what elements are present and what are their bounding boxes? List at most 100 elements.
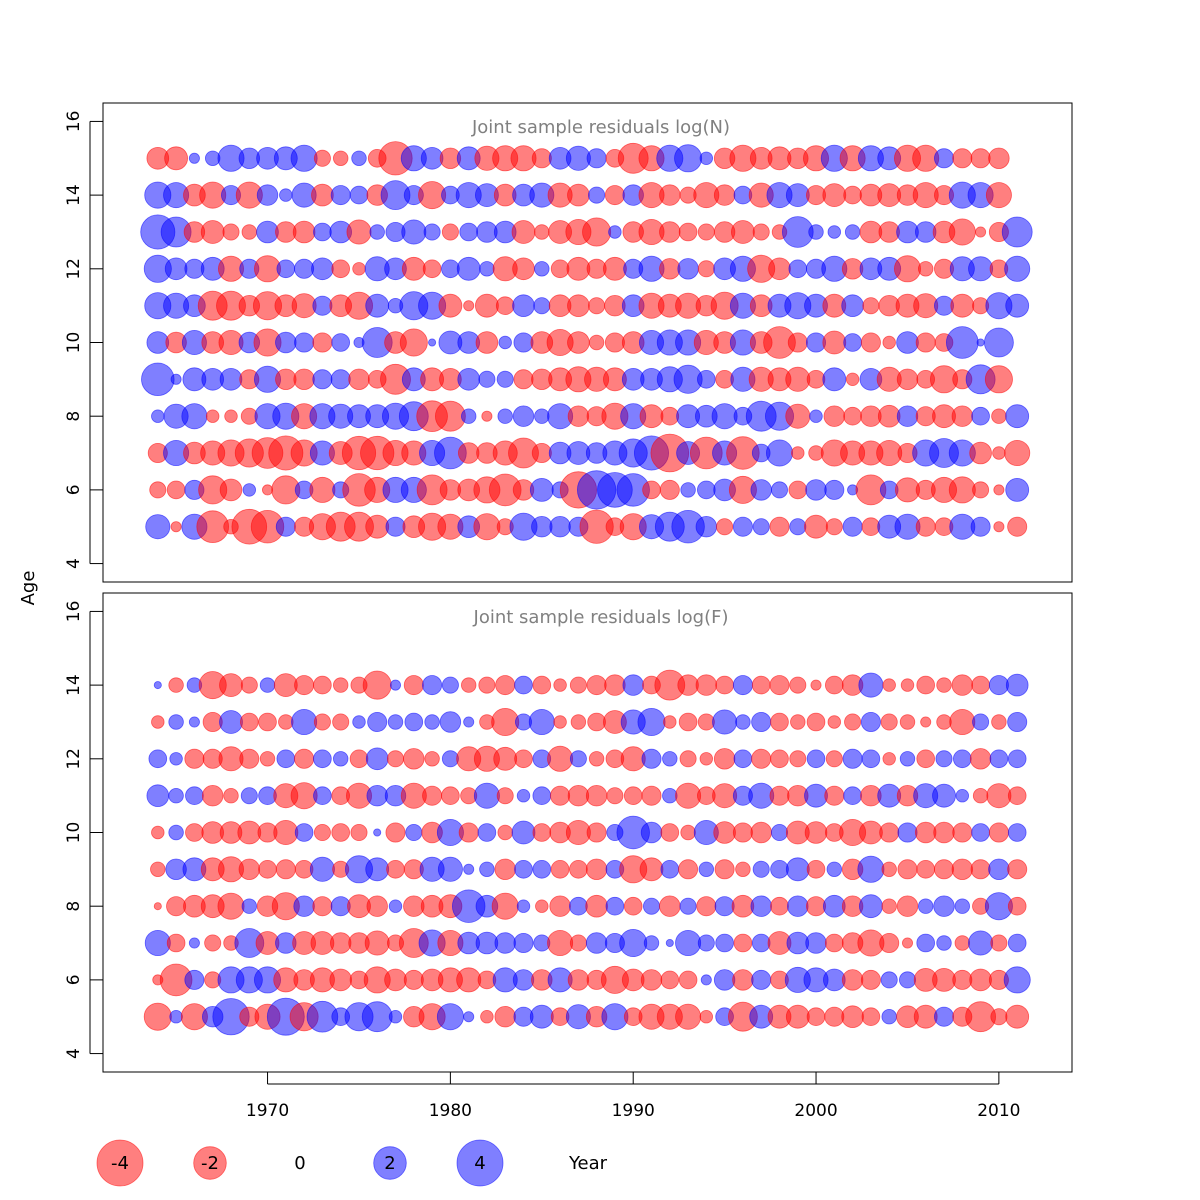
residual-bubble	[841, 294, 864, 318]
residual-bubble	[403, 675, 424, 696]
residual-bubble	[516, 899, 531, 913]
residual-bubble	[897, 859, 918, 880]
residual-bubble	[713, 748, 736, 770]
residual-bubble	[275, 516, 296, 537]
residual-bubble	[879, 822, 900, 843]
residual-bubble	[936, 714, 952, 730]
residual-bubble	[732, 822, 753, 843]
residual-bubble	[516, 789, 531, 803]
residual-bubble	[369, 224, 385, 240]
residual-bubble	[991, 408, 1007, 424]
residual-bubble	[969, 968, 992, 992]
residual-bubble	[478, 370, 496, 388]
residual-bubble	[387, 714, 404, 730]
residual-bubble	[659, 895, 681, 917]
residual-bubble	[623, 786, 643, 805]
residual-bubble	[352, 262, 366, 276]
residual-bubble	[1005, 293, 1030, 318]
x-axis-title: Year	[568, 1153, 608, 1174]
residual-bubble	[588, 751, 605, 767]
residual-bubble	[364, 930, 390, 956]
residual-bubble	[278, 714, 294, 730]
residual-bubble	[971, 406, 990, 426]
residual-bubble	[276, 259, 296, 279]
residual-bubble	[826, 861, 843, 878]
residual-bubble	[804, 514, 828, 539]
residual-bubble	[969, 441, 992, 465]
residual-bubble	[529, 1004, 554, 1029]
residual-bubble	[512, 257, 535, 281]
residual-bubble	[915, 821, 937, 844]
residual-bubble	[860, 332, 881, 353]
residual-bubble	[169, 752, 183, 766]
residual-bubble	[385, 516, 406, 537]
residual-bubble	[273, 820, 299, 846]
residual-bubble	[660, 970, 680, 990]
residual-bubble	[532, 786, 552, 805]
residual-bubble	[989, 749, 1009, 769]
y-tick-label: 4	[64, 1048, 84, 1059]
residual-bubble	[153, 902, 162, 911]
residual-bubble	[788, 259, 808, 279]
residual-bubble	[388, 1010, 403, 1024]
residual-bubble	[752, 518, 770, 536]
residual-bubble	[881, 898, 897, 914]
residual-bubble	[242, 483, 257, 497]
residual-bubble	[696, 369, 716, 389]
residual-bubble	[918, 898, 934, 914]
x-axis: 1970 1980 1990 2000 2010	[246, 1072, 1021, 1121]
residual-bubble	[311, 257, 334, 281]
residual-bubble	[844, 713, 862, 731]
residual-bubble	[824, 479, 845, 500]
residual-bubble	[988, 147, 1010, 170]
residual-bubble	[712, 709, 738, 735]
residual-bubble	[514, 675, 533, 695]
residual-bubble	[808, 224, 824, 240]
residual-bubble	[463, 716, 475, 728]
residual-bubble	[640, 969, 663, 991]
residual-bubble	[643, 897, 661, 915]
residual-bubble	[735, 714, 751, 730]
residual-bubble	[223, 788, 239, 804]
residual-bubble	[882, 335, 896, 350]
residual-bubble	[456, 967, 482, 993]
residual-bubble	[291, 709, 318, 736]
residual-bubble	[332, 713, 350, 731]
residual-bubble	[1007, 896, 1027, 916]
residual-bubble	[674, 144, 703, 173]
residual-bubble	[330, 369, 351, 390]
residual-bubble	[984, 365, 1013, 394]
residual-bubble	[843, 406, 862, 426]
residual-bubble	[567, 183, 590, 207]
residual-bubble	[677, 674, 699, 696]
residual-bubble	[858, 672, 884, 698]
residual-bubble	[531, 442, 552, 463]
residual-bubble	[312, 295, 333, 316]
residual-bubble	[843, 185, 862, 205]
residual-bubble	[860, 712, 881, 733]
residual-bubble	[751, 933, 771, 953]
residual-bubble	[386, 859, 405, 879]
residual-bubble	[918, 261, 934, 277]
residual-bubble	[238, 858, 261, 881]
residual-bubble	[570, 714, 587, 730]
residual-bubble	[1007, 712, 1028, 733]
residual-bubble	[292, 220, 316, 244]
residual-bubble	[441, 786, 460, 805]
legend-bubble	[96, 1139, 144, 1187]
y-tick-label: 8	[64, 901, 84, 912]
residual-bubble	[149, 481, 167, 499]
residual-bubble	[331, 333, 351, 352]
residual-bubble	[437, 856, 463, 882]
residual-bubble	[785, 366, 811, 392]
residual-bubble	[948, 218, 976, 246]
residual-bubble	[750, 895, 772, 917]
residual-bubble	[699, 1010, 714, 1024]
residual-bubble	[936, 677, 952, 693]
residual-bubble	[715, 675, 734, 695]
residual-bubble	[806, 749, 826, 769]
residual-bubble	[788, 480, 808, 500]
residual-bubble	[463, 300, 475, 312]
residual-bubble	[275, 331, 297, 354]
residual-bubble	[461, 677, 477, 693]
